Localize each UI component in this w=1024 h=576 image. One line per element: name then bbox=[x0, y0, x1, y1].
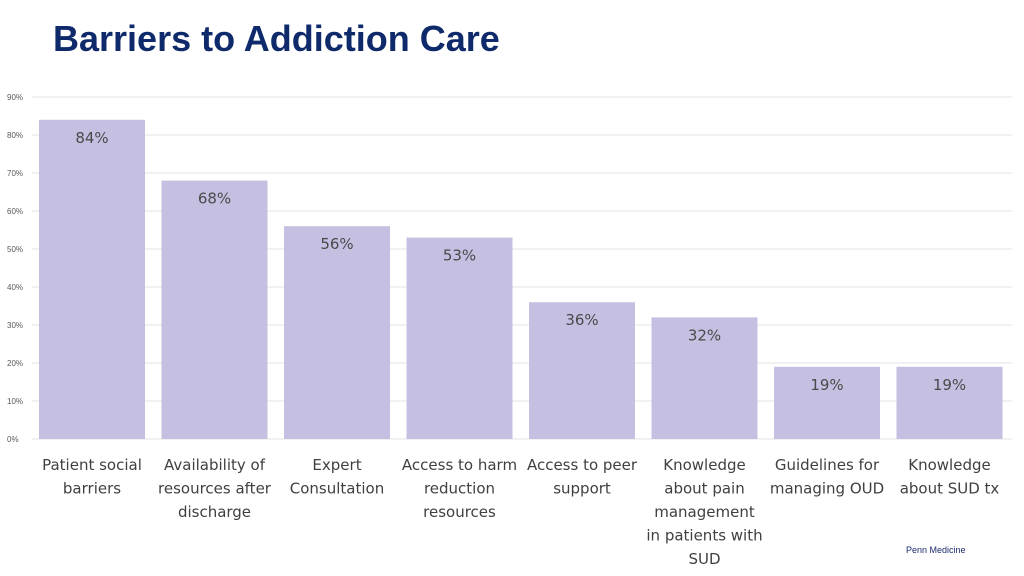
category-label-line: barriers bbox=[63, 480, 121, 498]
y-tick-label: 10% bbox=[7, 397, 23, 406]
category-label-line: Access to harm bbox=[402, 456, 517, 474]
category-label-line: about SUD tx bbox=[900, 480, 1000, 498]
category-label: Patient social barriers bbox=[42, 456, 142, 498]
category-label-line: management bbox=[654, 503, 755, 521]
category-label-line: Patient social bbox=[42, 456, 142, 474]
bar bbox=[161, 180, 268, 439]
bar bbox=[284, 226, 390, 439]
bars bbox=[39, 119, 1003, 440]
category-label-line: Access to peer bbox=[527, 456, 638, 474]
data-label: 36% bbox=[565, 311, 598, 329]
category-label: Availability of resources after discharge bbox=[158, 456, 272, 521]
y-tick-label: 70% bbox=[7, 169, 23, 178]
y-tick-label: 60% bbox=[7, 207, 23, 216]
bar bbox=[39, 119, 145, 440]
category-label-line: resources after bbox=[158, 480, 272, 498]
category-label-line: resources bbox=[423, 503, 496, 521]
category-label-line: discharge bbox=[178, 503, 251, 521]
category-label: Knowledge about SUD tx bbox=[900, 456, 1000, 498]
y-tick-label: 50% bbox=[7, 245, 23, 254]
category-label-line: reduction bbox=[424, 480, 495, 498]
category-label-line: managing OUD bbox=[770, 480, 884, 498]
y-axis-tick-labels: 0% 10% 20% 30% 40% 50% 60% 70% 80% 90% bbox=[7, 93, 23, 444]
data-label: 32% bbox=[688, 326, 721, 344]
category-label-line: Guidelines for bbox=[775, 456, 880, 474]
data-label: 53% bbox=[443, 247, 476, 265]
bar bbox=[529, 302, 635, 439]
y-tick-label: 30% bbox=[7, 321, 23, 330]
category-label: Guidelines for managing OUD bbox=[770, 456, 884, 498]
category-label-line: SUD bbox=[688, 550, 720, 568]
category-label: Access to peer support bbox=[527, 456, 638, 498]
bar bbox=[651, 317, 758, 439]
data-label: 56% bbox=[320, 235, 353, 253]
y-tick-label: 20% bbox=[7, 359, 23, 368]
footer-brand: Penn Medicine bbox=[906, 545, 966, 555]
y-tick-label: 0% bbox=[7, 435, 19, 444]
bar bbox=[774, 366, 880, 439]
data-label: 19% bbox=[933, 376, 966, 394]
data-label: 68% bbox=[198, 190, 231, 208]
category-label-line: about pain bbox=[664, 480, 744, 498]
data-labels: 84% 68% 56% 53% 36% 32% 19% 19% bbox=[75, 129, 966, 394]
category-label-line: Consultation bbox=[290, 480, 384, 498]
category-label-line: Knowledge bbox=[663, 456, 745, 474]
data-label: 84% bbox=[75, 129, 108, 147]
page-title: Barriers to Addiction Care bbox=[53, 18, 500, 59]
category-labels: Patient social barriers Availability of res… bbox=[42, 456, 999, 568]
category-label: Knowledge about pain management in patients… bbox=[646, 456, 762, 568]
y-tick-label: 40% bbox=[7, 283, 23, 292]
bar bbox=[896, 366, 1003, 439]
data-label: 19% bbox=[810, 376, 843, 394]
category-label-line: Knowledge bbox=[908, 456, 990, 474]
category-label: Expert Consultation bbox=[290, 456, 384, 498]
category-label-line: Expert bbox=[312, 456, 361, 474]
category-label-line: in patients with bbox=[646, 527, 762, 545]
bar bbox=[406, 237, 513, 439]
category-label: Access to harm reduction resources bbox=[402, 456, 517, 521]
y-tick-label: 80% bbox=[7, 131, 23, 140]
category-label-line: support bbox=[553, 480, 611, 498]
y-tick-label: 90% bbox=[7, 93, 23, 102]
category-label-line: Availability of bbox=[164, 456, 266, 474]
